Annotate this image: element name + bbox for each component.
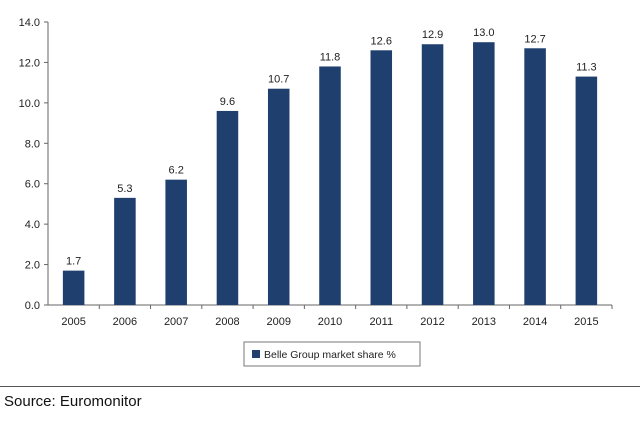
y-tick-label: 14.0 [19, 17, 40, 29]
data-label: 11.8 [320, 51, 341, 63]
data-label: 13.0 [473, 27, 494, 39]
data-label: 9.6 [220, 96, 235, 108]
y-tick-label: 2.0 [25, 260, 40, 272]
y-tick-label: 8.0 [25, 138, 40, 150]
x-tick-label: 2012 [420, 316, 444, 328]
data-label: 12.6 [371, 35, 392, 47]
bar [370, 50, 393, 305]
source-note: Source: Euromonitor [4, 393, 142, 410]
y-tick-label: 10.0 [19, 98, 40, 110]
x-tick-label: 2007 [164, 316, 188, 328]
y-tick-label: 4.0 [25, 219, 40, 231]
y-tick-label: 0.0 [25, 300, 40, 312]
x-tick-label: 2009 [266, 316, 290, 328]
data-label: 12.7 [524, 33, 545, 45]
y-tick-label: 12.0 [19, 57, 40, 69]
data-label: 1.7 [66, 256, 81, 268]
bar [62, 270, 85, 305]
bar [473, 42, 495, 305]
x-tick-label: 2005 [61, 316, 85, 328]
x-tick-label: 2008 [215, 316, 239, 328]
data-label: 5.3 [117, 183, 132, 195]
bar [165, 179, 187, 305]
bar [575, 76, 598, 305]
x-tick-label: 2011 [369, 316, 393, 328]
x-tick-label: 2014 [523, 316, 547, 328]
legend-label: Belle Group market share % [264, 349, 396, 361]
bar [421, 44, 444, 305]
data-label: 11.3 [576, 62, 597, 74]
data-label: 6.2 [169, 165, 184, 177]
bar [114, 197, 136, 305]
y-tick-label: 6.0 [25, 179, 40, 191]
x-tick-label: 2013 [472, 316, 496, 328]
bar [216, 110, 239, 305]
bar [267, 88, 290, 305]
bar [319, 66, 341, 305]
data-label: 12.9 [422, 29, 443, 41]
x-tick-label: 2010 [318, 316, 342, 328]
bar [524, 48, 546, 306]
x-tick-label: 2015 [574, 316, 598, 328]
legend-swatch [252, 350, 260, 358]
x-tick-label: 2006 [113, 316, 137, 328]
legend-box [243, 341, 421, 367]
data-label: 10.7 [268, 74, 289, 86]
source-divider [0, 386, 640, 387]
